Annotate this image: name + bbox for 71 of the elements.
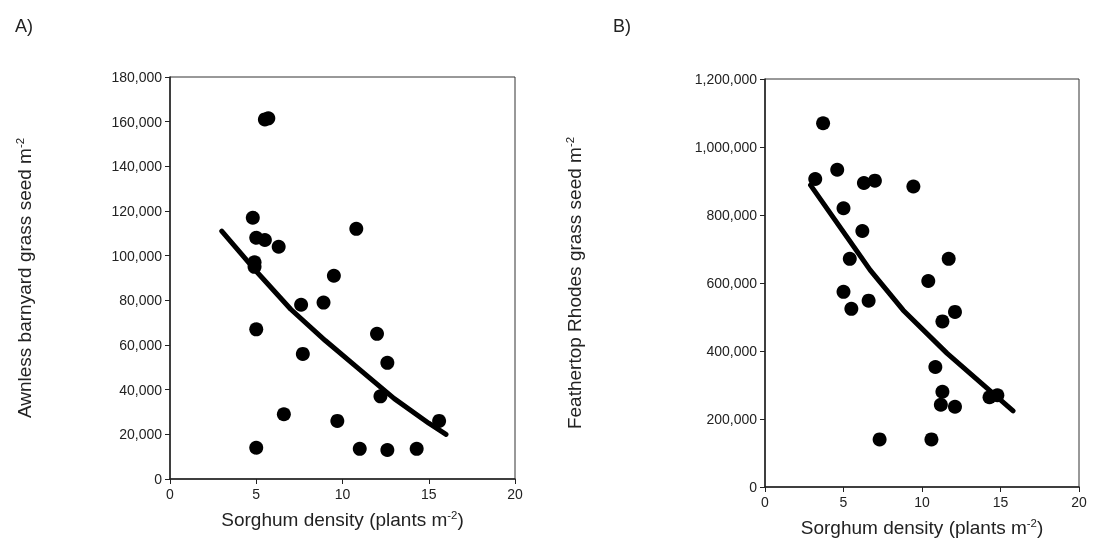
x-tick-label: 0: [761, 494, 770, 510]
point: [370, 326, 384, 341]
point: [249, 440, 264, 455]
point: [842, 251, 857, 266]
y-tick-label: 140,000: [111, 158, 163, 175]
point: [257, 233, 272, 248]
point: [276, 407, 291, 422]
y-tick-label: 0: [154, 471, 163, 487]
point: [941, 251, 956, 266]
point: [409, 441, 424, 456]
y-tick-label: 1,200,000: [694, 71, 758, 87]
chart-title: B): [613, 16, 631, 36]
x-tick-label: 20: [507, 486, 523, 502]
y-tick-label: 40,000: [119, 381, 163, 398]
x-tick-label: 5: [252, 486, 261, 502]
y-tick-label: 600,000: [706, 275, 758, 291]
point: [836, 284, 851, 299]
y-tick-label: 1,000,000: [694, 139, 758, 155]
y-axis-title: Feathertop Rhodes grass seed m-2: [564, 136, 586, 430]
point: [295, 346, 310, 361]
point: [928, 359, 943, 374]
y-tick-label: 200,000: [706, 411, 758, 427]
point: [808, 171, 823, 186]
point: [373, 389, 388, 404]
x-tick-label: 15: [420, 486, 437, 502]
point: [990, 388, 1005, 403]
point: [816, 116, 831, 131]
x-tick-label: 15: [992, 494, 1009, 510]
y-tick-label: 80,000: [119, 292, 163, 309]
x-tick-label: 20: [1071, 494, 1087, 510]
point: [245, 210, 260, 225]
point: [294, 297, 309, 312]
point: [349, 221, 364, 236]
point: [380, 355, 395, 370]
point: [906, 179, 921, 194]
point: [380, 442, 395, 457]
point: [249, 322, 264, 337]
point: [316, 295, 331, 310]
point: [836, 201, 851, 216]
y-tick-label: 60,000: [119, 337, 163, 353]
point: [271, 239, 286, 254]
point: [921, 273, 936, 288]
x-tick-label: 10: [334, 486, 351, 502]
x-tick-label: 0: [166, 486, 175, 502]
point: [947, 399, 962, 414]
point: [352, 441, 367, 456]
point: [947, 304, 962, 319]
point: [855, 223, 870, 238]
point: [872, 432, 887, 447]
text: A): [15, 16, 33, 36]
point: [861, 293, 876, 308]
x-tick-label: 5: [839, 494, 848, 510]
y-tick-label: 400,000: [706, 343, 758, 359]
point: [432, 413, 447, 428]
y-tick-label: 120,000: [111, 203, 163, 219]
y-tick-label: 20,000: [119, 426, 163, 443]
y-tick-label: 180,000: [111, 69, 163, 85]
point: [935, 384, 950, 399]
y-tick-label: 800,000: [706, 207, 758, 223]
point: [326, 268, 341, 283]
point: [830, 162, 845, 177]
point: [933, 397, 948, 412]
point: [924, 432, 939, 447]
point: [867, 173, 882, 188]
point: [330, 413, 345, 428]
x-tick-label: 10: [914, 494, 930, 510]
point: [935, 314, 950, 329]
y-tick-label: 160,000: [111, 113, 163, 130]
y-tick-label: 100,000: [111, 247, 163, 264]
y-axis-title: Awnless barnyard grass seed m-2: [14, 137, 36, 419]
point: [844, 301, 859, 316]
